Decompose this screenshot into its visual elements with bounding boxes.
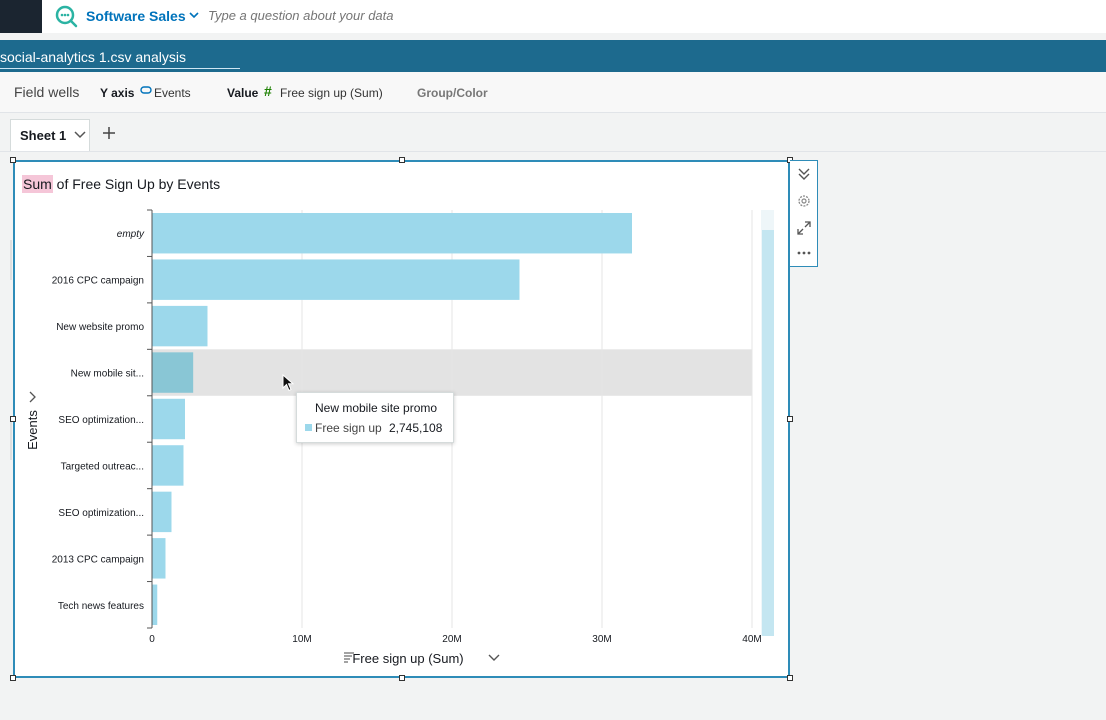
y-axis-well-label: Y axis <box>100 86 135 100</box>
tooltip-title: New mobile site promo <box>315 401 438 415</box>
y-tick-label: 2016 CPC campaign <box>52 276 144 287</box>
add-sheet-icon[interactable] <box>101 125 117 141</box>
sheet-tab-bar <box>0 113 1106 152</box>
tooltip-series-name: Free sign up <box>315 421 382 435</box>
bar[interactable] <box>152 538 166 579</box>
title-text: of Free Sign Up by Events <box>52 176 221 192</box>
chart-tooltip: New mobile site promo Free sign up 2,745… <box>296 392 454 443</box>
resize-handle[interactable] <box>10 675 16 681</box>
bar[interactable] <box>152 305 208 347</box>
field-wells-title[interactable]: Field wells <box>14 84 80 100</box>
bar[interactable] <box>152 584 158 625</box>
y-tick-label: SEO optimization... <box>58 415 144 426</box>
left-panel-edge <box>10 240 12 460</box>
title-aggregation[interactable]: Sum <box>22 175 53 193</box>
y-axis-field[interactable]: Events <box>154 86 191 100</box>
resize-handle[interactable] <box>10 157 16 163</box>
analysis-name-field[interactable]: social-analytics 1.csv analysis <box>0 49 240 69</box>
x-tick-label: 10M <box>292 634 311 645</box>
nav-menu-cap[interactable] <box>0 0 43 33</box>
value-field[interactable]: Free sign up (Sum) <box>280 86 383 100</box>
chevron-down-icon[interactable] <box>188 9 200 21</box>
x-tick-label: 30M <box>592 634 611 645</box>
bar[interactable] <box>152 445 184 486</box>
bar[interactable] <box>152 259 520 300</box>
dataset-selector[interactable]: Software Sales <box>86 8 186 24</box>
visual-menu <box>790 160 818 267</box>
x-tick-label: 40M <box>742 634 761 645</box>
resize-handle[interactable] <box>399 157 405 163</box>
y-axis-title[interactable]: Events <box>25 410 40 450</box>
visual-title[interactable]: Sum of Free Sign Up by Events <box>22 175 221 193</box>
y-tick-label: Targeted outreac... <box>61 461 144 472</box>
y-tick-label: New mobile sit... <box>71 369 144 380</box>
dimension-field-icon <box>140 86 152 94</box>
resize-handle[interactable] <box>787 416 793 422</box>
gear-icon[interactable] <box>796 193 812 209</box>
field-wells-panel <box>0 72 1106 113</box>
resize-handle[interactable] <box>10 416 16 422</box>
x-tick-label: 0 <box>149 634 155 645</box>
y-tick-label: Tech news features <box>58 601 144 612</box>
chevron-down-icon <box>488 654 500 661</box>
y-tick-label: SEO optimization... <box>58 508 144 519</box>
value-well-label: Value <box>227 86 259 100</box>
y-tick-label: 2013 CPC campaign <box>52 554 144 565</box>
bar[interactable] <box>152 491 172 533</box>
expand-icon[interactable] <box>796 220 812 236</box>
chevron-right-icon <box>29 391 36 403</box>
resize-handle[interactable] <box>399 675 405 681</box>
collapse-icon[interactable] <box>796 166 812 182</box>
y-tick-label: New website promo <box>56 322 144 333</box>
tooltip-swatch <box>305 424 312 431</box>
tab-sheet-1[interactable] <box>10 119 90 151</box>
resize-handle[interactable] <box>787 675 793 681</box>
y-tick-label: empty <box>117 229 145 240</box>
group-color-well[interactable]: Group/Color <box>417 86 488 100</box>
mouse-cursor-icon <box>282 374 294 392</box>
q-question-input[interactable] <box>208 8 808 23</box>
bar-chart[interactable]: empty 2016 CPC campaign New website promo N… <box>14 200 774 672</box>
chevron-down-icon[interactable] <box>73 129 87 141</box>
bar[interactable] <box>152 398 185 440</box>
sort-icon[interactable] <box>344 652 354 663</box>
measure-field-icon: # <box>264 83 272 99</box>
x-axis-title[interactable]: Free sign up (Sum) <box>352 651 463 666</box>
more-options-icon[interactable] <box>796 245 812 261</box>
scrollbar-thumb[interactable] <box>762 230 774 636</box>
tooltip-value: 2,745,108 <box>389 421 443 435</box>
q-search-bar: Software Sales <box>42 0 1106 33</box>
q-logo-icon <box>55 5 78 28</box>
x-tick-label: 20M <box>442 634 461 645</box>
sheet-tab-label[interactable]: Sheet 1 <box>20 128 67 143</box>
analysis-header <box>0 40 1106 72</box>
bar[interactable] <box>152 352 194 393</box>
bar[interactable] <box>152 213 632 254</box>
